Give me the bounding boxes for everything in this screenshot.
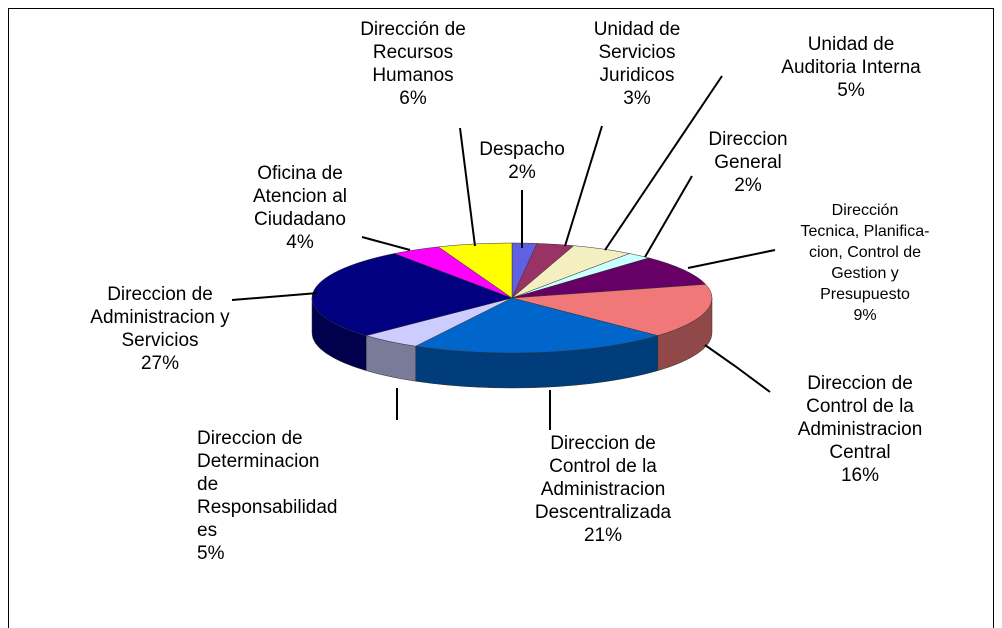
percent-label: 5%: [837, 80, 865, 101]
category-label: Direccion General: [708, 129, 788, 173]
category-label: Unidad de Auditoria Interna: [781, 34, 921, 78]
slice-label: Unidad de Auditoria Interna 5%: [761, 33, 941, 102]
category-label: Dirección Tecnica, Planifica- cion, Cont…: [800, 202, 930, 303]
percent-label: 3%: [623, 88, 651, 109]
category-label: Direccion de Administracion y Servicios: [90, 284, 230, 351]
slice-label: Dirección de Recursos Humanos 6%: [338, 18, 488, 110]
slice-label: Dirección Tecnica, Planifica- cion, Cont…: [770, 200, 960, 326]
slice-label: Despacho 2%: [452, 138, 592, 184]
percent-label: 5%: [197, 543, 225, 564]
percent-label: 9%: [853, 307, 877, 324]
percent-label: 27%: [140, 353, 180, 374]
category-label: Dirección de Recursos Humanos: [360, 19, 466, 86]
slice-label: Direccion de Administracion y Servicios 2…: [70, 283, 250, 375]
slice: [511, 257, 707, 299]
percent-label: 4%: [286, 232, 314, 253]
chart-frame: [8, 8, 994, 628]
leader-line: [361, 236, 411, 251]
slice-label: Direccion de Determinacion de Responsabi…: [197, 427, 367, 565]
percent-label: 2%: [734, 175, 762, 196]
category-label: Oficina de Atencion al Ciudadano: [252, 163, 347, 230]
leader-line: [231, 292, 319, 301]
slice-label: Direccion General 2%: [683, 128, 813, 197]
percent-label: 6%: [399, 88, 427, 109]
leader-line: [687, 249, 776, 269]
leader-line: [644, 175, 693, 258]
slice-label: Oficina de Atencion al Ciudadano 4%: [230, 162, 370, 254]
percent-label: 2%: [508, 162, 536, 183]
leader-line: [604, 75, 723, 251]
category-label: Despacho: [479, 139, 565, 160]
category-label: Direccion de Determinacion de Responsabi…: [197, 428, 338, 541]
leader-line: [704, 344, 771, 393]
slice-label: Direccion de Control de la Administracio…: [775, 372, 945, 487]
slice-label: Direccion de Control de la Administracio…: [503, 432, 703, 547]
category-label: Unidad de Servicios Juridicos: [593, 19, 681, 86]
category-label: Direccion de Control de la Administracio…: [534, 433, 672, 523]
leader-line: [564, 125, 603, 247]
slice: [511, 284, 713, 336]
category-label: Direccion de Control de la Administracio…: [797, 373, 923, 463]
percent-label: 16%: [840, 465, 880, 486]
percent-label: 21%: [583, 525, 623, 546]
slice-label: Unidad de Servicios Juridicos 3%: [567, 18, 707, 110]
slice: [414, 297, 659, 354]
leader-line: [459, 127, 476, 247]
